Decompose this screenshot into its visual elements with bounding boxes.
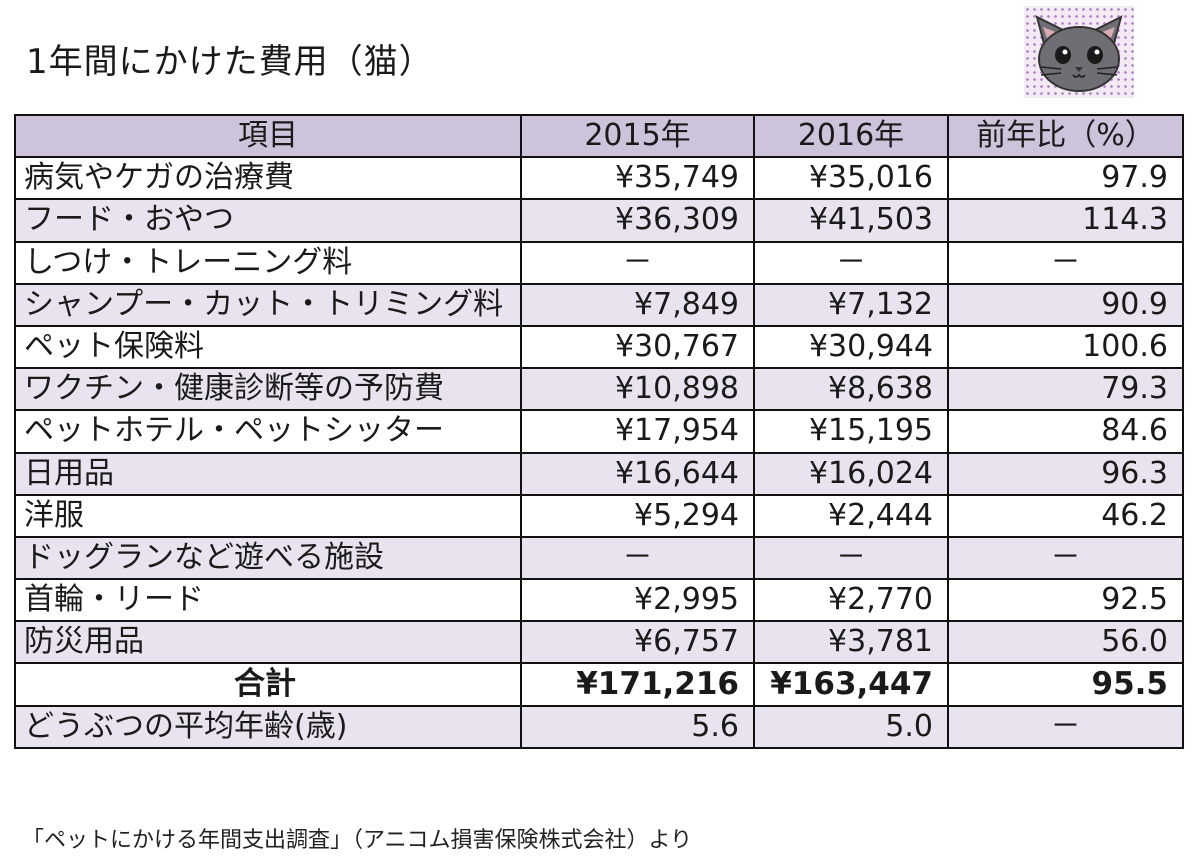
total-label: 合計 xyxy=(14,662,522,707)
row-ratio: 114.3 xyxy=(947,198,1184,243)
row-2015: ¥35,749 xyxy=(520,156,755,201)
table-row: ワクチン・健康診断等の予防費 ¥10,898 ¥8,638 79.3 xyxy=(14,367,1184,412)
row-item: フード・おやつ xyxy=(14,198,522,243)
row-item: しつけ・トレーニング料 xyxy=(14,240,522,285)
total-2016: ¥163,447 xyxy=(753,662,949,707)
row-2015: ¥16,644 xyxy=(520,451,755,496)
table-row: ドッグランなど遊べる施設 － － － xyxy=(14,535,1184,581)
cost-table: 項目 2015年 2016年 前年比（%） 病気やケガの治療費 ¥35,749 … xyxy=(14,113,1184,749)
row-ratio: 46.2 xyxy=(947,493,1184,538)
row-2015: ¥5,294 xyxy=(520,493,755,538)
age-row: どうぶつの平均年齢(歳) 5.6 5.0 － xyxy=(14,704,1184,749)
row-ratio: － xyxy=(947,240,1184,285)
row-2015: ¥2,995 xyxy=(520,578,755,623)
row-item: 防災用品 xyxy=(14,620,522,665)
row-ratio: － xyxy=(947,535,1184,581)
row-item: ワクチン・健康診断等の予防費 xyxy=(14,367,522,412)
total-2015: ¥171,216 xyxy=(520,662,755,707)
row-2016: ¥30,944 xyxy=(753,324,949,370)
header-row: 項目 2015年 2016年 前年比（%） xyxy=(14,113,1184,159)
row-2015: ¥30,767 xyxy=(520,324,755,370)
row-2015: － xyxy=(520,535,755,581)
row-2015: ¥36,309 xyxy=(520,198,755,243)
row-item: 首輪・リード xyxy=(14,578,522,623)
row-2016: ¥15,195 xyxy=(753,409,949,454)
header-2015: 2015年 xyxy=(520,113,755,159)
row-2015: ¥7,849 xyxy=(520,282,755,327)
row-ratio: 84.6 xyxy=(947,409,1184,454)
age-label: どうぶつの平均年齢(歳) xyxy=(14,704,522,749)
age-2015: 5.6 xyxy=(520,704,755,749)
table-row: 首輪・リード ¥2,995 ¥2,770 92.5 xyxy=(14,578,1184,623)
row-item: 病気やケガの治療費 xyxy=(14,156,522,201)
row-item: ペット保険料 xyxy=(14,324,522,370)
row-ratio: 100.6 xyxy=(947,324,1184,370)
page-title: 1年間にかけた費用（猫） xyxy=(26,42,434,82)
cat-face-icon xyxy=(1024,6,1134,98)
row-item: ペットホテル・ペットシッター xyxy=(14,409,522,454)
row-ratio: 92.5 xyxy=(947,578,1184,623)
row-ratio: 79.3 xyxy=(947,367,1184,412)
row-2015: － xyxy=(520,240,755,285)
row-2015: ¥10,898 xyxy=(520,367,755,412)
table-row: シャンプー・カット・トリミング料 ¥7,849 ¥7,132 90.9 xyxy=(14,282,1184,327)
row-2016: ¥41,503 xyxy=(753,198,949,243)
table-row: 防災用品 ¥6,757 ¥3,781 56.0 xyxy=(14,620,1184,665)
row-2016: ¥35,016 xyxy=(753,156,949,201)
total-ratio: 95.5 xyxy=(947,662,1184,707)
table-row: 洋服 ¥5,294 ¥2,444 46.2 xyxy=(14,493,1184,538)
row-2015: ¥17,954 xyxy=(520,409,755,454)
row-2016: ¥16,024 xyxy=(753,451,949,496)
row-2016: － xyxy=(753,535,949,581)
row-2016: ¥7,132 xyxy=(753,282,949,327)
row-item: ドッグランなど遊べる施設 xyxy=(14,535,522,581)
age-2016: 5.0 xyxy=(753,704,949,749)
header-ratio: 前年比（%） xyxy=(947,113,1184,159)
source-note: 「ペットにかける年間支出調査」（アニコム損害保険株式会社）より xyxy=(22,828,693,853)
row-2016: ¥3,781 xyxy=(753,620,949,665)
row-item: シャンプー・カット・トリミング料 xyxy=(14,282,522,327)
table-row: しつけ・トレーニング料 － － － xyxy=(14,240,1184,285)
row-ratio: 96.3 xyxy=(947,451,1184,496)
table-row: ペットホテル・ペットシッター ¥17,954 ¥15,195 84.6 xyxy=(14,409,1184,454)
age-ratio: － xyxy=(947,704,1184,749)
row-2015: ¥6,757 xyxy=(520,620,755,665)
table-row: フード・おやつ ¥36,309 ¥41,503 114.3 xyxy=(14,198,1184,243)
row-ratio: 97.9 xyxy=(947,156,1184,201)
total-row: 合計 ¥171,216 ¥163,447 95.5 xyxy=(14,662,1184,707)
row-item: 洋服 xyxy=(14,493,522,538)
row-2016: ¥8,638 xyxy=(753,367,949,412)
row-2016: ¥2,770 xyxy=(753,578,949,623)
row-2016: － xyxy=(753,240,949,285)
row-ratio: 56.0 xyxy=(947,620,1184,665)
table-row: 日用品 ¥16,644 ¥16,024 96.3 xyxy=(14,451,1184,496)
row-item: 日用品 xyxy=(14,451,522,496)
header-2016: 2016年 xyxy=(753,113,949,159)
table-row: ペット保険料 ¥30,767 ¥30,944 100.6 xyxy=(14,324,1184,370)
row-2016: ¥2,444 xyxy=(753,493,949,538)
table-row: 病気やケガの治療費 ¥35,749 ¥35,016 97.9 xyxy=(14,156,1184,201)
row-ratio: 90.9 xyxy=(947,282,1184,327)
header-item: 項目 xyxy=(14,113,522,159)
